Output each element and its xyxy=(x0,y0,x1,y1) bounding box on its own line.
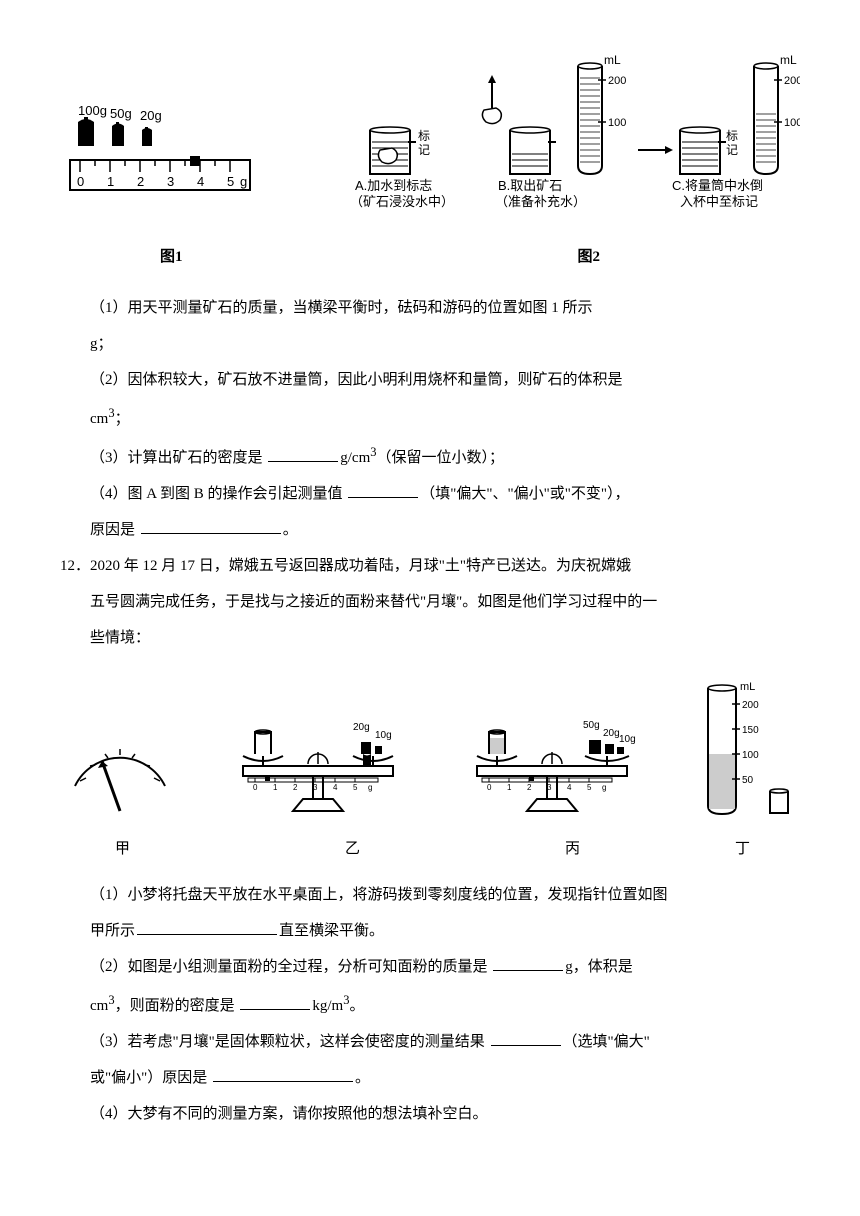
caption-fig2: 图2 xyxy=(577,239,600,275)
label-yi: 乙 xyxy=(345,831,360,867)
svg-text:（矿石浸没水中）: （矿石浸没水中） xyxy=(350,194,454,209)
svg-text:C.将量筒中水倒: C.将量筒中水倒 xyxy=(672,178,763,193)
svg-text:mL: mL xyxy=(604,53,621,67)
step-a: 标 记 A.加水到标志 （矿石浸没水中） xyxy=(350,127,454,209)
svg-text:0: 0 xyxy=(253,783,258,792)
figure-row-top: 100g 50g 20g xyxy=(60,50,800,234)
figure-2: 标 记 A.加水到标志 （矿石浸没水中） xyxy=(350,50,800,234)
svg-text:记: 记 xyxy=(418,143,430,157)
q12-p1b: 甲所示直至横梁平衡。 xyxy=(90,913,800,949)
svg-text:g: g xyxy=(368,783,372,792)
svg-text:10g: 10g xyxy=(619,734,636,745)
q12-p1: （1）小梦将托盘天平放在水平桌面上，将游码拨到零刻度线的位置，发现指针位置如图 xyxy=(90,877,800,913)
svg-text:20g: 20g xyxy=(140,108,162,123)
svg-text:5: 5 xyxy=(587,783,592,792)
step-b: mL 200 100 xyxy=(482,53,626,209)
balance-ruler: 0 1 2 3 4 5 g xyxy=(70,156,250,190)
q11-p4: （4）图 A 到图 B 的操作会引起测量值 （填"偏大"、"偏小"或"不变"）， xyxy=(90,476,800,512)
svg-text:标: 标 xyxy=(726,129,738,143)
svg-text:0: 0 xyxy=(77,174,84,189)
svg-text:入杯中至标记: 入杯中至标记 xyxy=(680,194,758,209)
figure-1: 100g 50g 20g xyxy=(60,100,260,234)
blank-reason[interactable] xyxy=(141,517,281,535)
svg-text:2: 2 xyxy=(293,783,298,792)
fig-jia xyxy=(60,716,180,826)
label-ding: 丁 xyxy=(735,831,750,867)
blank-bias2[interactable] xyxy=(491,1029,561,1047)
svg-text:3: 3 xyxy=(547,783,552,792)
bottom-figure-labels: 甲 乙 丙 丁 xyxy=(90,831,770,867)
q12-p4: （4）大梦有不同的测量方案，请你按照他的想法填补空白。 xyxy=(90,1096,800,1132)
svg-text:5: 5 xyxy=(353,783,358,792)
blank-density2[interactable] xyxy=(240,993,310,1011)
q12-number: 12． xyxy=(60,558,90,574)
weight-50g: 50g xyxy=(110,106,132,146)
svg-text:200: 200 xyxy=(784,75,800,87)
svg-text:4: 4 xyxy=(567,783,572,792)
svg-text:A.加水到标志: A.加水到标志 xyxy=(355,178,432,193)
svg-text:2: 2 xyxy=(527,783,532,792)
q12-intro3: 些情境： xyxy=(90,620,800,656)
svg-text:50: 50 xyxy=(742,775,754,786)
svg-text:mL: mL xyxy=(740,681,755,693)
svg-text:10g: 10g xyxy=(375,730,392,741)
q11-p2b: cm3； xyxy=(90,398,800,437)
weight-20g: 20g xyxy=(140,108,162,146)
blank-mass[interactable] xyxy=(493,954,563,972)
label-jia: 甲 xyxy=(115,831,130,867)
figure-row-bottom: 20g 10g 012 345 g 50g xyxy=(60,676,800,826)
q11-p3: （3）计算出矿石的密度是 g/cm3（保留一位小数）； xyxy=(90,437,800,476)
blank-bias[interactable] xyxy=(348,481,418,499)
label-bing: 丙 xyxy=(565,831,580,867)
svg-text:mL: mL xyxy=(780,53,797,67)
svg-text:3: 3 xyxy=(167,174,174,189)
blank-adjust[interactable] xyxy=(137,918,277,936)
svg-text:50g: 50g xyxy=(583,720,600,731)
svg-text:g: g xyxy=(602,783,606,792)
q11-p1: （1）用天平测量矿石的质量，当横梁平衡时，砝码和游码的位置如图 1 所示 xyxy=(90,290,800,326)
q12-p3b: 或"偏小"）原因是 。 xyxy=(90,1060,800,1096)
q11-p4b: 原因是 。 xyxy=(90,512,800,548)
svg-text:150: 150 xyxy=(742,725,759,736)
svg-text:100: 100 xyxy=(784,117,800,129)
blank-reason2[interactable] xyxy=(213,1065,353,1083)
svg-text:2: 2 xyxy=(137,174,144,189)
svg-text:20g: 20g xyxy=(603,728,620,739)
fig-bing: 50g 20g 10g 0 1 2 3 4 5 g xyxy=(457,696,647,826)
svg-text:100: 100 xyxy=(608,117,626,129)
svg-text:100: 100 xyxy=(742,750,759,761)
svg-text:3: 3 xyxy=(313,783,318,792)
q12-intro: 12．2020 年 12 月 17 日，嫦娥五号返回器成功着陆，月球"土"特产已… xyxy=(60,548,800,584)
svg-text:4: 4 xyxy=(333,783,338,792)
fig-ding: mL 200 150 100 50 xyxy=(690,676,800,826)
caption-fig1: 图1 xyxy=(160,239,183,275)
blank-density[interactable] xyxy=(268,445,338,463)
q12-p3: （3）若考虑"月壤"是固体颗粒状，这样会使密度的测量结果 （选填"偏大" xyxy=(90,1024,800,1060)
svg-text:1: 1 xyxy=(107,174,114,189)
q12-p2b: cm3，则面粉的密度是 kg/m3。 xyxy=(90,985,800,1024)
figure-captions: 图1 图2 xyxy=(60,239,800,275)
svg-text:20g: 20g xyxy=(353,722,370,733)
svg-text:0: 0 xyxy=(487,783,492,792)
weight-100g: 100g xyxy=(78,103,107,146)
q11-p2: （2）因体积较大，矿石放不进量筒，因此小明利用烧杯和量筒，则矿石的体积是 xyxy=(90,362,800,398)
fig-yi: 20g 10g 0 1 2 3 4 5 g xyxy=(223,696,413,826)
svg-text:4: 4 xyxy=(197,174,204,189)
svg-text:g: g xyxy=(240,174,247,189)
svg-text:200: 200 xyxy=(608,75,626,87)
svg-text:5: 5 xyxy=(227,174,234,189)
svg-text:（准备补充水）: （准备补充水） xyxy=(495,194,586,209)
svg-text:1: 1 xyxy=(273,783,278,792)
svg-text:50g: 50g xyxy=(110,106,132,121)
svg-text:记: 记 xyxy=(726,143,738,157)
svg-text:200: 200 xyxy=(742,700,759,711)
svg-text:B.取出矿石: B.取出矿石 xyxy=(498,178,562,193)
svg-text:标: 标 xyxy=(418,129,430,143)
svg-text:1: 1 xyxy=(507,783,512,792)
q12-p2: （2）如图是小组测量面粉的全过程，分析可知面粉的质量是 g，体积是 xyxy=(90,949,800,985)
q11-p1b: g； xyxy=(90,326,800,362)
q12-intro2: 五号圆满完成任务，于是找与之接近的面粉来替代"月壤"。如图是他们学习过程中的一 xyxy=(90,584,800,620)
svg-text:100g: 100g xyxy=(78,103,107,118)
step-c: 标 记 mL 200 10 xyxy=(672,53,800,209)
